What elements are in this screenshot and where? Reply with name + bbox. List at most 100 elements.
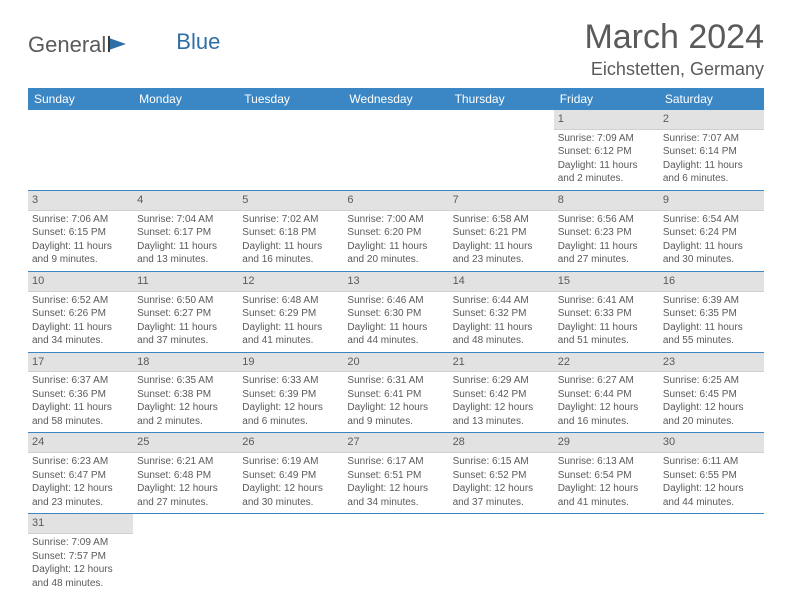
detail-line: Daylight: 11 hours and 27 minutes. [558, 240, 655, 267]
calendar-cell: 12Sunrise: 6:48 AMSunset: 6:29 PMDayligh… [238, 271, 343, 352]
day-number: 15 [554, 272, 659, 292]
day-details: Sunrise: 6:31 AMSunset: 6:41 PMDaylight:… [343, 372, 448, 432]
day-details: Sunrise: 6:23 AMSunset: 6:47 PMDaylight:… [28, 453, 133, 513]
day-header: Wednesday [343, 88, 448, 110]
detail-line: Daylight: 12 hours and 6 minutes. [242, 401, 339, 428]
day-number: 11 [133, 272, 238, 292]
day-header: Tuesday [238, 88, 343, 110]
detail-line: Daylight: 12 hours and 34 minutes. [347, 482, 444, 509]
day-number: 7 [449, 191, 554, 211]
calendar-week: 3Sunrise: 7:06 AMSunset: 6:15 PMDaylight… [28, 190, 764, 271]
detail-line: Sunrise: 6:50 AM [137, 294, 234, 308]
header: General Blue March 2024 Eichstetten, Ger… [28, 18, 764, 80]
detail-line: Sunrise: 6:48 AM [242, 294, 339, 308]
detail-line: Sunrise: 6:39 AM [663, 294, 760, 308]
detail-line: Sunset: 6:52 PM [453, 469, 550, 483]
calendar-cell: 3Sunrise: 7:06 AMSunset: 6:15 PMDaylight… [28, 190, 133, 271]
detail-line: Sunset: 6:55 PM [663, 469, 760, 483]
detail-line: Sunrise: 6:52 AM [32, 294, 129, 308]
detail-line: Daylight: 11 hours and 30 minutes. [663, 240, 760, 267]
calendar-cell: 8 Sunrise: 6:56 AMSunset: 6:23 PMDaylight… [554, 190, 659, 271]
calendar-cell: 20Sunrise: 6:31 AMSunset: 6:41 PMDayligh… [343, 352, 448, 433]
day-number: 28 [449, 433, 554, 453]
calendar-cell: 11Sunrise: 6:50 AMSunset: 6:27 PMDayligh… [133, 271, 238, 352]
day-details: Sunrise: 7:09 AMSunset: 7:57 PMDaylight:… [28, 534, 133, 594]
day-details: Sunrise: 6:41 AMSunset: 6:33 PMDaylight:… [554, 292, 659, 352]
detail-line: Sunrise: 7:06 AM [32, 213, 129, 227]
detail-line: Daylight: 11 hours and 16 minutes. [242, 240, 339, 267]
detail-line: Daylight: 11 hours and 44 minutes. [347, 321, 444, 348]
day-number: 30 [659, 433, 764, 453]
day-number: 5 [238, 191, 343, 211]
calendar-cell: 24Sunrise: 6:23 AMSunset: 6:47 PMDayligh… [28, 433, 133, 514]
detail-line: Sunrise: 6:54 AM [663, 213, 760, 227]
calendar-cell [659, 514, 764, 594]
day-header: Sunday [28, 88, 133, 110]
detail-line: Sunset: 6:29 PM [242, 307, 339, 321]
detail-line: Sunset: 6:51 PM [347, 469, 444, 483]
detail-line: Sunset: 6:41 PM [347, 388, 444, 402]
detail-line: Sunrise: 6:27 AM [558, 374, 655, 388]
day-details: Sunrise: 6:17 AMSunset: 6:51 PMDaylight:… [343, 453, 448, 513]
day-number: 12 [238, 272, 343, 292]
calendar-cell: 31Sunrise: 7:09 AMSunset: 7:57 PMDayligh… [28, 514, 133, 594]
day-number: 18 [133, 353, 238, 373]
calendar-cell: 21Sunrise: 6:29 AMSunset: 6:42 PMDayligh… [449, 352, 554, 433]
day-number: 3 [28, 191, 133, 211]
detail-line: Sunrise: 7:09 AM [32, 536, 129, 550]
day-number: 1 [554, 110, 659, 130]
day-number: 21 [449, 353, 554, 373]
detail-line: Sunrise: 6:31 AM [347, 374, 444, 388]
logo: General Blue [28, 32, 220, 58]
day-number: 8 [554, 191, 659, 211]
detail-line: Daylight: 12 hours and 27 minutes. [137, 482, 234, 509]
day-number: 19 [238, 353, 343, 373]
day-header: Saturday [659, 88, 764, 110]
detail-line: Daylight: 11 hours and 37 minutes. [137, 321, 234, 348]
detail-line: Sunset: 6:20 PM [347, 226, 444, 240]
calendar-cell: 15Sunrise: 6:41 AMSunset: 6:33 PMDayligh… [554, 271, 659, 352]
flag-icon [108, 32, 130, 58]
day-details: Sunrise: 6:48 AMSunset: 6:29 PMDaylight:… [238, 292, 343, 352]
calendar-cell: 22Sunrise: 6:27 AMSunset: 6:44 PMDayligh… [554, 352, 659, 433]
detail-line: Daylight: 11 hours and 55 minutes. [663, 321, 760, 348]
day-details: Sunrise: 6:21 AMSunset: 6:48 PMDaylight:… [133, 453, 238, 513]
detail-line: Daylight: 12 hours and 13 minutes. [453, 401, 550, 428]
detail-line: Sunset: 6:54 PM [558, 469, 655, 483]
title-block: March 2024 Eichstetten, Germany [584, 18, 764, 80]
logo-text-2: Blue [176, 29, 220, 55]
detail-line: Sunset: 6:23 PM [558, 226, 655, 240]
detail-line: Sunrise: 6:21 AM [137, 455, 234, 469]
day-details: Sunrise: 6:44 AMSunset: 6:32 PMDaylight:… [449, 292, 554, 352]
detail-line: Daylight: 12 hours and 30 minutes. [242, 482, 339, 509]
day-details: Sunrise: 6:52 AMSunset: 6:26 PMDaylight:… [28, 292, 133, 352]
calendar-week: 1Sunrise: 7:09 AMSunset: 6:12 PMDaylight… [28, 110, 764, 190]
day-number: 20 [343, 353, 448, 373]
calendar-cell: 14Sunrise: 6:44 AMSunset: 6:32 PMDayligh… [449, 271, 554, 352]
detail-line: Sunset: 6:24 PM [663, 226, 760, 240]
day-details: Sunrise: 6:35 AMSunset: 6:38 PMDaylight:… [133, 372, 238, 432]
detail-line: Sunrise: 6:56 AM [558, 213, 655, 227]
calendar-cell: 13Sunrise: 6:46 AMSunset: 6:30 PMDayligh… [343, 271, 448, 352]
day-number: 26 [238, 433, 343, 453]
calendar-cell: 9Sunrise: 6:54 AMSunset: 6:24 PMDaylight… [659, 190, 764, 271]
detail-line: Daylight: 12 hours and 2 minutes. [137, 401, 234, 428]
day-number: 24 [28, 433, 133, 453]
calendar-cell: 18Sunrise: 6:35 AMSunset: 6:38 PMDayligh… [133, 352, 238, 433]
detail-line: Daylight: 11 hours and 23 minutes. [453, 240, 550, 267]
detail-line: Sunset: 6:12 PM [558, 145, 655, 159]
calendar-cell [133, 110, 238, 190]
day-number: 14 [449, 272, 554, 292]
calendar-cell [343, 514, 448, 594]
calendar-cell: 19Sunrise: 6:33 AMSunset: 6:39 PMDayligh… [238, 352, 343, 433]
detail-line: Sunrise: 6:11 AM [663, 455, 760, 469]
detail-line: Sunrise: 6:44 AM [453, 294, 550, 308]
detail-line: Daylight: 12 hours and 37 minutes. [453, 482, 550, 509]
calendar-cell: 2Sunrise: 7:07 AMSunset: 6:14 PMDaylight… [659, 110, 764, 190]
calendar-cell [449, 514, 554, 594]
detail-line: Sunset: 6:39 PM [242, 388, 339, 402]
day-details: Sunrise: 7:09 AMSunset: 6:12 PMDaylight:… [554, 130, 659, 190]
day-header-row: SundayMondayTuesdayWednesdayThursdayFrid… [28, 88, 764, 110]
logo-text-1: General [28, 32, 106, 58]
calendar-week: 17Sunrise: 6:37 AMSunset: 6:36 PMDayligh… [28, 352, 764, 433]
